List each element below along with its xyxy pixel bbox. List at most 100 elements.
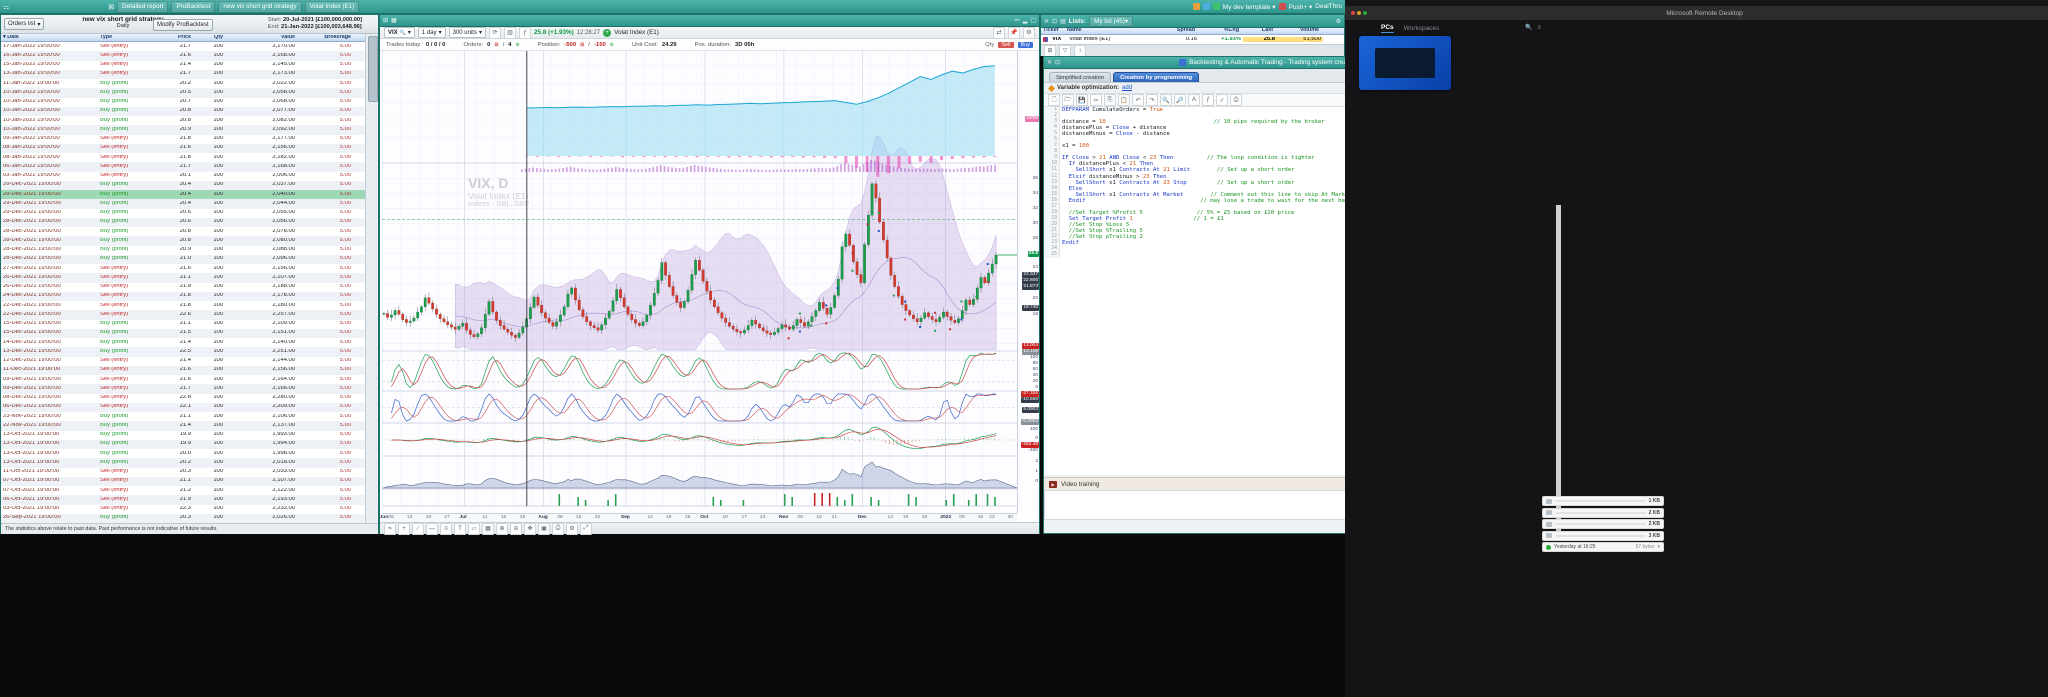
mac-minimize-icon[interactable] <box>1357 11 1361 15</box>
pan-icon[interactable]: ✥ <box>524 523 536 535</box>
table-row[interactable]: 10-Jan-2022 19:00:00Buy (profit)20.51002… <box>1 88 366 97</box>
table-row[interactable]: 28-Dec-2021 19:00:00Buy (profit)21.01002… <box>1 255 366 264</box>
time-axis[interactable]: Jun06132027Jul111825Aug081522Sep121926Oc… <box>382 513 1017 522</box>
topbar-strategy-button[interactable]: new vix short grid strategy <box>218 1 301 13</box>
watchlist-row-vix[interactable]: VIX Volat Index (E1) 0.16 +1.93% 25.8 51… <box>1041 35 1344 44</box>
table-row[interactable]: 08-Jan-2022 19:00:00Sell (entry)21.61002… <box>1 144 366 153</box>
font-icon[interactable]: A <box>1188 94 1200 106</box>
template-blue-icon[interactable] <box>1203 3 1210 10</box>
settings-icon[interactable]: ⚙ <box>1023 27 1035 39</box>
topbar-detailed-report-button[interactable]: Detailed report <box>117 1 168 13</box>
table-row[interactable]: 09-Dec-2021 19:00:00Sell (entry)21.61002… <box>1 375 366 384</box>
table-row[interactable]: 29-Dec-2021 19:00:00Buy (profit)20.61002… <box>1 209 366 218</box>
watchlist-header[interactable]: Ticker Name Spread %Chg Last Volume <box>1041 28 1344 35</box>
table-row[interactable]: 23-Nov-2021 19:00:00Buy (profit)21.11002… <box>1 412 366 421</box>
function-icon[interactable]: ƒ <box>1202 94 1214 106</box>
check-icon[interactable]: ✓ <box>1216 94 1228 106</box>
new-icon[interactable]: 🗋 <box>1048 94 1060 106</box>
topbar-instrument-button[interactable]: Volat Index (E1) <box>305 1 360 13</box>
shapes-icon[interactable]: ▱ <box>468 523 480 535</box>
watchlist-popout-icon[interactable]: ⊡ <box>1052 18 1057 25</box>
table-row[interactable]: 11-Dec-2021 19:00:00Sell (entry)21.61002… <box>1 366 366 375</box>
remote-search-icon[interactable]: 🔍 <box>1525 24 1532 31</box>
tab-workspaces[interactable]: Workspaces <box>1404 25 1440 32</box>
price-scale[interactable]: 100M363432302825.82423.34722.60621.87320… <box>1017 51 1039 513</box>
table-row[interactable]: 07-Oct-2021 19:00:00Sell (entry)21.11002… <box>1 477 366 486</box>
table-row[interactable]: 28-Dec-2021 19:00:00Buy (profit)20.81002… <box>1 227 366 236</box>
template-orange-icon[interactable] <box>1193 3 1200 10</box>
table-row[interactable]: 11-Oct-2021 19:00:00Sell (entry)20.31002… <box>1 468 366 477</box>
toast-row[interactable]: 1 KB <box>1542 496 1664 506</box>
editor-popout-icon[interactable]: ⊡ <box>1055 59 1060 66</box>
undo-icon[interactable]: ↶ <box>1132 94 1144 106</box>
redo-icon[interactable]: ↷ <box>1146 94 1158 106</box>
table-row[interactable]: 17-Jan-2022 19:00:00Sell (entry)21.71002… <box>1 42 366 51</box>
remote-menu-icon[interactable]: ≡ <box>1537 25 1541 31</box>
watchlist-grid-icon[interactable]: ▤ <box>1060 18 1066 25</box>
watchlist-filter-icon[interactable]: ▽ <box>1059 45 1071 57</box>
zoom-out-icon[interactable]: ⊖ <box>510 523 522 535</box>
mac-close-icon[interactable] <box>1351 11 1355 15</box>
paste-icon[interactable]: 📋 <box>1118 94 1130 106</box>
column-header-qty[interactable]: Qty <box>193 35 225 40</box>
table-row[interactable]: 28-Dec-2021 19:00:00Buy (profit)20.91002… <box>1 246 366 255</box>
buy-button[interactable]: Buy <box>1018 42 1033 48</box>
candles-icon[interactable]: ▥ <box>504 27 516 39</box>
chart-window-link-icon[interactable]: ⚯ <box>1015 17 1020 24</box>
add-order-icon[interactable]: ⊕ <box>516 42 520 48</box>
table-row[interactable]: 13-Oct-2021 19:00:00Buy (profit)19.91001… <box>1 440 366 449</box>
app-grid-icon[interactable]: ⚏ <box>3 3 9 11</box>
table-row[interactable]: 14-Dec-2021 19:00:00Buy (profit)21.41002… <box>1 338 366 347</box>
screenshot-icon[interactable]: ▣ <box>538 523 550 535</box>
list-selector[interactable]: My list (45) ▾ <box>1089 16 1133 27</box>
save-icon[interactable]: 💾 <box>1076 94 1088 106</box>
add-position-icon[interactable]: ⊕ <box>610 42 614 48</box>
table-row[interactable]: 15-Dec-2021 19:00:00Buy (profit)21.11002… <box>1 320 366 329</box>
table-row[interactable]: 12-Dec-2021 19:00:00Sell (entry)21.41002… <box>1 357 366 366</box>
table-row[interactable]: 09-Dec-2021 19:00:00Sell (entry)21.71002… <box>1 384 366 393</box>
push-red-icon[interactable] <box>1279 3 1286 10</box>
table-row[interactable]: 15-Dec-2021 19:00:00Buy (profit)21.51002… <box>1 329 366 338</box>
my-dev-template-menu[interactable]: My dev template ▾ <box>1223 3 1276 11</box>
watchlist-close-icon[interactable]: ✕ <box>1044 18 1049 25</box>
units-select[interactable]: 300 units ▾ <box>449 27 486 38</box>
table-row[interactable]: 10-Jan-2022 19:00:00Buy (profit)20.81002… <box>1 116 366 125</box>
close-position-icon[interactable]: ⊠ <box>580 42 584 48</box>
table-row[interactable]: 13-Oct-2021 19:00:00Buy (profit)20.21002… <box>1 458 366 467</box>
zoom-in-icon[interactable]: ⊕ <box>496 523 508 535</box>
refresh-icon[interactable]: ⟳ <box>489 27 501 39</box>
table-row[interactable]: 06-Oct-2021 19:00:00Sell (entry)21.91002… <box>1 495 366 504</box>
table-row[interactable]: 26-Sep-2021 19:00:00Buy (profit)20.31002… <box>1 514 366 523</box>
window-close-icon[interactable]: ⊠ <box>108 3 114 11</box>
table-row[interactable]: 22-Dec-2021 19:00:00Sell (entry)22.61002… <box>1 310 366 319</box>
orders-list-dropdown[interactable]: Orders list ▾ <box>4 18 44 30</box>
table-row[interactable]: 10-Jan-2022 19:00:00Buy (profit)20.81002… <box>1 107 366 116</box>
cut-icon[interactable]: ✂ <box>1090 94 1102 106</box>
chart-window-layout-icon[interactable]: ▦ <box>391 17 397 24</box>
tab-creation-by-programming[interactable]: Creation by programming <box>1113 72 1199 82</box>
zoom-icon[interactable]: 🔎 <box>1174 94 1186 106</box>
editor-close-icon[interactable]: ✕ <box>1047 59 1052 66</box>
expand-icon[interactable]: ⤢ <box>580 523 592 535</box>
push-menu[interactable]: Push+ ▾ <box>1289 3 1313 11</box>
table-row[interactable]: 08-Jan-2022 19:00:00Sell (entry)21.81002… <box>1 153 366 162</box>
topbar-probacktest-button[interactable]: ProBacktest <box>171 1 215 13</box>
price-chart-canvas[interactable] <box>382 51 1017 513</box>
watchlist-settings-icon[interactable]: ⚙ <box>1336 18 1341 25</box>
chart-window-minimize-icon[interactable]: ▂ <box>1023 17 1028 24</box>
table-row[interactable]: 27-Dec-2021 19:00:00Sell (entry)21.61002… <box>1 264 366 273</box>
open-icon[interactable]: 🗁 <box>1062 94 1074 106</box>
table-row[interactable]: 22-Nov-2021 19:00:00Buy (profit)21.41002… <box>1 421 366 430</box>
column-header-price[interactable]: Price <box>155 35 193 40</box>
copy-icon[interactable]: ⎘ <box>1104 94 1116 106</box>
tab-simplified-creation[interactable]: Simplified creation <box>1049 72 1111 82</box>
table-row[interactable]: 11-Jan-2022 19:00:00Buy (profit)20.21002… <box>1 79 366 88</box>
crosshair-icon[interactable]: + <box>398 523 410 535</box>
search-icon[interactable]: 🔍 <box>1160 94 1172 106</box>
column-header-brokerage[interactable]: Brokerage <box>297 35 353 40</box>
table-row[interactable]: 13-Jan-2022 19:00:00Sell (entry)21.71002… <box>1 70 366 79</box>
print-icon[interactable]: ⎙ <box>1230 94 1242 106</box>
horizontal-line-icon[interactable]: ― <box>426 523 438 535</box>
table-row[interactable]: 28-Dec-2021 19:00:00Buy (profit)20.81002… <box>1 236 366 245</box>
table-row[interactable]: 09-Jan-2022 19:00:00Sell (entry)21.81002… <box>1 135 366 144</box>
